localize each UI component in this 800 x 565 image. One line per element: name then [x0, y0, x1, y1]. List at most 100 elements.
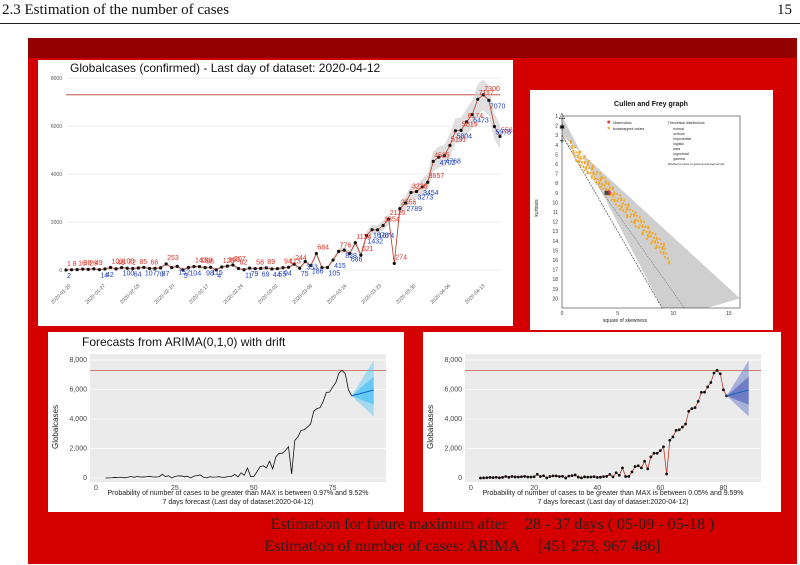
value-label-red: 5819: [462, 121, 478, 128]
bootstrap-point: [621, 202, 624, 205]
y-tick-label: 7: [555, 172, 558, 178]
y-tick-label: 4,000: [444, 416, 462, 423]
bootstrap-point: [632, 214, 636, 218]
bootstrap-point: [585, 165, 588, 168]
forecast-band-inner: [351, 376, 374, 405]
theoretical-item: beta: [673, 147, 680, 151]
data-point: [231, 263, 235, 267]
bootstrap-point: [607, 181, 610, 184]
data-point: [485, 476, 489, 480]
data-point: [314, 251, 318, 256]
data-point: [668, 438, 672, 442]
value-label-red: 160: [228, 257, 240, 264]
bootstrap-point: [648, 230, 651, 233]
data-point: [681, 425, 684, 429]
y-tick-label: 3: [555, 133, 558, 139]
data-point: [175, 264, 179, 268]
bootstrap-point: [621, 209, 625, 212]
bootstrap-point: [592, 171, 595, 174]
bootstrap-point: [662, 252, 665, 255]
bootstrap-point: [655, 246, 658, 249]
value-label-red: 139: [201, 258, 213, 265]
bootstrap-point: [593, 178, 596, 181]
data-point: [103, 267, 107, 271]
y-tick-label: 4: [555, 143, 558, 149]
y-tick-label: 18: [552, 277, 558, 283]
bootstrap-point: [572, 149, 575, 152]
bootstrap-point: [665, 252, 668, 255]
value-label-red: 207: [234, 256, 246, 263]
chart-title: Globalcases (confirmed) - Last day of da…: [70, 61, 380, 75]
data-point: [649, 455, 653, 459]
value-label-blue: 79: [251, 271, 259, 278]
data-point: [414, 189, 419, 194]
y-tick-label: 6,000: [69, 387, 87, 394]
value-label-red: 85: [139, 259, 147, 266]
data-point: [114, 267, 118, 271]
bootstrap-point: [590, 176, 593, 180]
data-point: [627, 475, 631, 478]
x-tick-label: 40: [593, 485, 601, 492]
estimation-label: Estimation of number of cases: ARIMA: [264, 538, 520, 555]
data-point: [142, 265, 146, 270]
data-point: [281, 266, 285, 270]
data-point: [437, 155, 441, 159]
bootstrap-point: [645, 230, 648, 233]
data-point: [186, 265, 191, 270]
value-label-red: 1854: [384, 217, 400, 224]
data-point: [403, 201, 408, 205]
bootstrap-point: [637, 226, 640, 229]
estimation-value: [451 273, 967 486]: [537, 538, 661, 555]
data-point: [665, 472, 669, 476]
y-tick-label: 0: [83, 475, 87, 482]
data-point: [158, 266, 163, 270]
data-point: [97, 268, 101, 272]
x-tick-label: 5: [616, 311, 619, 317]
value-label-red: 5191: [451, 136, 467, 143]
data-point: [498, 134, 502, 138]
data-point: [611, 475, 615, 479]
bootstrap-point: [586, 172, 589, 175]
bootstrap-point: [625, 207, 629, 210]
page-number: 15: [777, 2, 792, 18]
value-label-red: 3228: [412, 184, 428, 191]
bootstrap-point: [616, 192, 619, 195]
data-point: [501, 475, 504, 479]
data-point: [652, 451, 656, 455]
x-tick-label: 2020-03-30: [395, 283, 417, 305]
value-label-red: 125: [223, 258, 235, 265]
y-tick-label: 2,000: [69, 446, 87, 453]
bootstrap-point: [587, 159, 591, 163]
data-point: [567, 474, 571, 478]
bootstrap-point: [608, 186, 612, 189]
bootstrap-point: [594, 181, 598, 184]
data-point: [576, 475, 580, 479]
bootstrap-point: [603, 177, 606, 180]
footer-line-maximum: Estimation for future maximum after 28 -…: [28, 516, 797, 534]
data-point: [494, 475, 498, 479]
y-tick-label: 10: [552, 200, 558, 206]
bootstrap-point: [658, 237, 661, 241]
bootstrap-point: [668, 262, 671, 265]
bootstrap-point: [613, 193, 616, 196]
y-tick-label: 2000: [51, 220, 62, 226]
data-point: [181, 268, 185, 272]
bootstrap-point: [659, 242, 663, 246]
x-tick-label: 15: [726, 311, 732, 317]
value-label-red: 38: [84, 260, 92, 267]
bootstrap-point: [600, 184, 603, 187]
bootstrap-point: [631, 209, 634, 213]
y-tick-label: 1: [555, 114, 558, 120]
data-point: [687, 409, 691, 413]
value-label-blue: 115: [212, 270, 223, 277]
exponential-marker: [604, 190, 609, 195]
bootstrap-point: [590, 168, 594, 171]
data-point: [510, 475, 514, 478]
bootstrap-point: [632, 213, 636, 216]
bootstrap-point: [572, 151, 575, 154]
data-point: [286, 265, 291, 269]
data-point: [442, 153, 446, 158]
data-point: [420, 185, 424, 189]
bootstrap-point: [578, 159, 581, 162]
bootstrap-point: [643, 220, 646, 223]
